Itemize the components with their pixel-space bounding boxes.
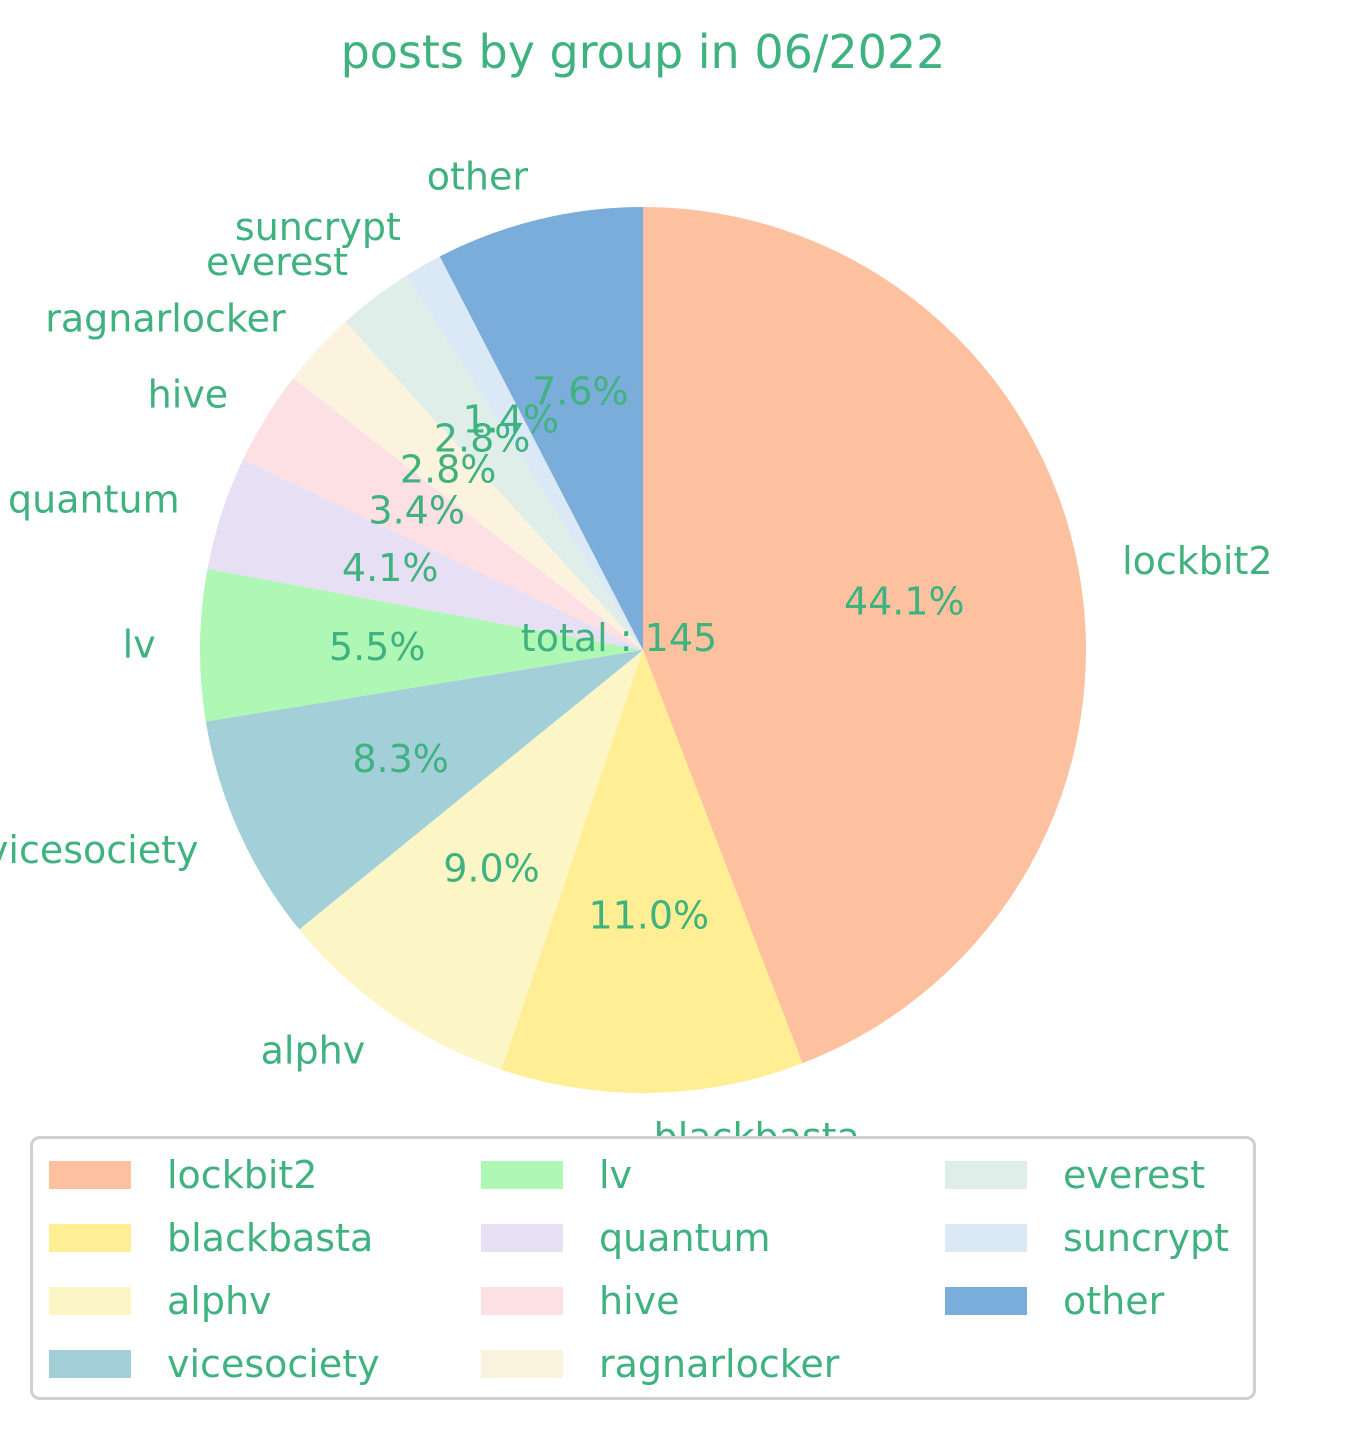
legend-swatch: [945, 1224, 1027, 1252]
slice-pct-blackbasta: 11.0%: [588, 894, 709, 938]
slice-label-hive: hive: [148, 372, 229, 416]
slice-everest: [345, 275, 643, 650]
slice-pct-suncrypt: 1.4%: [463, 397, 560, 441]
slice-blackbasta: [501, 650, 803, 1093]
slice-quantum: [207, 459, 644, 650]
legend-label: lockbit2: [167, 1153, 318, 1197]
legend-swatch: [481, 1287, 563, 1315]
slice-label-lv: lv: [123, 623, 156, 667]
slice-other: [439, 207, 643, 650]
legend-item-vicesociety: vicesociety: [49, 1342, 380, 1386]
total-label: total : 145: [521, 616, 717, 660]
pie-slices: [200, 207, 1086, 1093]
slice-pct-ragnarlocker: 2.8%: [400, 447, 497, 491]
legend-label: other: [1063, 1279, 1165, 1323]
legend-swatch: [945, 1287, 1027, 1315]
slice-ragnarlocker: [293, 321, 643, 650]
legend-item-hive: hive: [481, 1279, 680, 1323]
legend-label: hive: [599, 1279, 680, 1323]
slice-vicesociety: [205, 650, 643, 930]
slice-label-other: other: [427, 155, 529, 199]
slice-pct-vicesociety: 8.3%: [352, 737, 449, 781]
legend-label: ragnarlocker: [599, 1342, 840, 1386]
legend-swatch: [481, 1161, 563, 1189]
slice-labels: lockbit2blackbastaalphvvicesocietylvquan…: [0, 155, 1273, 1160]
slice-label-lockbit2: lockbit2: [1122, 539, 1272, 583]
legend-item-quantum: quantum: [481, 1216, 771, 1260]
slice-lockbit2: [643, 207, 1086, 1064]
legend-swatch: [49, 1224, 131, 1252]
legend-item-lv: lv: [481, 1153, 633, 1197]
legend-label: suncrypt: [1063, 1216, 1229, 1260]
legend-swatch: [49, 1161, 131, 1189]
slice-label-quantum: quantum: [8, 477, 180, 521]
slice-label-alphv: alphv: [261, 1028, 366, 1072]
legend-label: quantum: [599, 1216, 771, 1260]
slice-suncrypt: [406, 256, 643, 650]
legend-swatch: [481, 1350, 563, 1378]
slice-alphv: [299, 650, 643, 1070]
slice-hive: [242, 378, 644, 650]
legend-label: alphv: [167, 1279, 272, 1323]
slice-pct-lockbit2: 44.1%: [844, 579, 965, 623]
slice-lv: [200, 568, 643, 722]
legend-item-lockbit2: lockbit2: [49, 1153, 318, 1197]
slice-pct-hive: 3.4%: [368, 489, 465, 533]
chart-title: posts by group in 06/2022: [341, 25, 946, 79]
legend-label: blackbasta: [167, 1216, 374, 1260]
slice-label-vicesociety: vicesociety: [0, 828, 199, 872]
legend: lockbit2 blackbasta alphv vicesociety lv quan…: [30, 1136, 1256, 1400]
percent-labels: 44.1%11.0%9.0%8.3%5.5%4.1%3.4%2.8%2.8%1.…: [329, 370, 965, 938]
slice-label-suncrypt: suncrypt: [235, 205, 401, 249]
slice-pct-other: 7.6%: [532, 370, 629, 414]
legend-item-suncrypt: suncrypt: [945, 1216, 1229, 1260]
legend-swatch: [481, 1224, 563, 1252]
legend-swatch: [945, 1161, 1027, 1189]
slice-pct-quantum: 4.1%: [342, 546, 439, 590]
legend-label: lv: [599, 1153, 633, 1197]
legend-item-alphv: alphv: [49, 1279, 272, 1323]
slice-pct-lv: 5.5%: [329, 625, 426, 669]
legend-item-everest: everest: [945, 1153, 1206, 1197]
legend-label: vicesociety: [167, 1342, 380, 1386]
slice-label-everest: everest: [206, 240, 348, 284]
legend-item-blackbasta: blackbasta: [49, 1216, 374, 1260]
legend-item-other: other: [945, 1279, 1165, 1323]
slice-pct-everest: 2.8%: [434, 416, 531, 460]
legend-swatch: [49, 1350, 131, 1378]
legend-label: everest: [1063, 1153, 1206, 1197]
slice-label-ragnarlocker: ragnarlocker: [45, 297, 286, 341]
legend-swatch: [49, 1287, 131, 1315]
legend-item-ragnarlocker: ragnarlocker: [481, 1342, 840, 1386]
slice-pct-alphv: 9.0%: [443, 846, 540, 890]
